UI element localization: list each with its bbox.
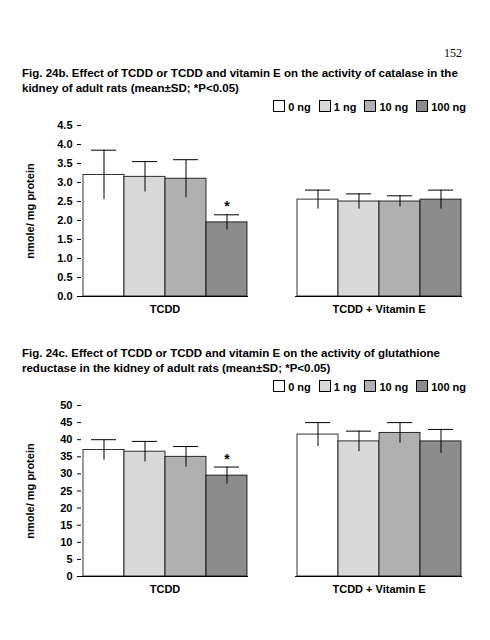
svg-text:0.5: 0.5: [57, 271, 72, 283]
svg-text:4.0: 4.0: [57, 138, 72, 150]
html-text:Fig. 24c. Effect of TCDD or TC: Fig. 24c. Effect of TCDD or TCDD and vit…: [22, 347, 440, 374]
html-text:10 ng: 10 ng: [379, 101, 409, 113]
svg-text:TCDD + Vitamin E: TCDD + Vitamin E: [332, 583, 425, 595]
svg-text:5: 5: [66, 553, 72, 565]
html-text:100 ng: 100 ng: [431, 101, 466, 113]
svg-text:40: 40: [60, 433, 72, 445]
svg-text:4.5: 4.5: [57, 119, 72, 131]
svg-text:25: 25: [60, 485, 72, 497]
svg-text:1.5: 1.5: [57, 233, 72, 245]
html-text:0 ng: 0 ng: [288, 101, 311, 113]
svg-text:2.5: 2.5: [57, 195, 72, 207]
svg-text:3.5: 3.5: [57, 157, 72, 169]
html-text:152: 152: [444, 46, 462, 60]
svg-text:50: 50: [60, 399, 72, 411]
html-text:Fig. 24b. Effect of TCDD or TC: Fig. 24b. Effect of TCDD or TCDD and vit…: [22, 67, 458, 94]
html-text:1 ng: 1 ng: [333, 381, 357, 393]
svg-text:nmole/ mg protein: nmole/ mg protein: [24, 443, 36, 539]
svg-text:1.0: 1.0: [57, 252, 72, 264]
svg-text:TCDD: TCDD: [150, 583, 181, 595]
svg-text:35: 35: [60, 450, 72, 462]
svg-text:0.0: 0.0: [57, 290, 72, 302]
svg-text:TCDD + Vitamin E: TCDD + Vitamin E: [332, 303, 425, 315]
svg-text:0: 0: [66, 570, 72, 582]
svg-text:TCDD: TCDD: [150, 303, 181, 315]
html-text:10 ng: 10 ng: [379, 381, 409, 393]
html-text:0 ng: 0 ng: [288, 381, 311, 393]
svg-text:45: 45: [60, 416, 72, 428]
html-text:100 ng: 100 ng: [431, 381, 466, 393]
svg-text:20: 20: [60, 502, 72, 514]
svg-text:15: 15: [60, 519, 72, 531]
svg-text:2.0: 2.0: [57, 214, 72, 226]
html-text:1 ng: 1 ng: [333, 101, 357, 113]
svg-text:30: 30: [60, 467, 72, 479]
svg-text:nmole/ mg protein: nmole/ mg protein: [24, 163, 36, 259]
svg-text:3.0: 3.0: [57, 176, 72, 188]
svg-text:*: *: [224, 451, 230, 467]
svg-text:*: *: [224, 198, 230, 214]
svg-text:10: 10: [60, 536, 72, 548]
